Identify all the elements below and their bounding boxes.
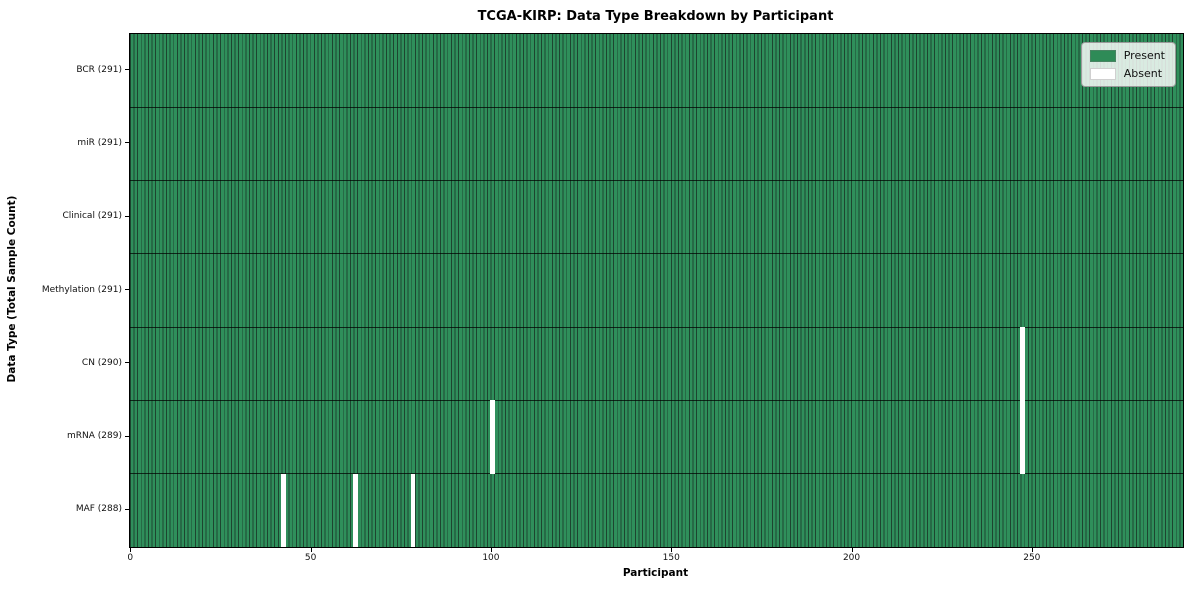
plot-area: Present Absent [129, 33, 1184, 548]
row-divider [130, 399, 1183, 401]
xtick-label-0: 0 [127, 553, 134, 563]
absent-cell-MAF-62 [353, 473, 358, 547]
xtick-label-50: 50 [304, 553, 317, 563]
xtick-mark [1031, 547, 1033, 552]
xtick-mark [130, 547, 132, 552]
ytick-label-MAF: MAF (288) [75, 504, 122, 515]
row-divider [130, 253, 1183, 255]
heatmap-cells [130, 34, 1183, 547]
xtick-label-150: 150 [662, 553, 680, 563]
xtick-mark [490, 547, 492, 552]
row-divider [130, 106, 1183, 108]
xtick-mark [671, 547, 673, 552]
xtick-label-100: 100 [482, 553, 500, 563]
legend-item-present: Present [1089, 49, 1165, 62]
present-swatch-icon [1089, 49, 1116, 62]
absent-cell-CN-247 [1020, 327, 1025, 401]
absent-cell-mRNA-247 [1020, 400, 1025, 474]
ytick-mark [124, 435, 129, 437]
absent-cell-mRNA-100 [490, 400, 495, 474]
absent-swatch-icon [1089, 67, 1116, 80]
legend-item-absent: Absent [1089, 67, 1165, 80]
xtick-mark [851, 547, 853, 552]
row-divider [130, 326, 1183, 328]
legend-label-present: Present [1123, 49, 1165, 62]
ytick-label-BCR: BCR (291) [76, 64, 122, 75]
ytick-mark [124, 215, 129, 217]
ytick-mark [124, 69, 129, 71]
ytick-mark [124, 508, 129, 510]
legend: Present Absent [1080, 42, 1176, 87]
absent-cell-MAF-78 [410, 473, 416, 547]
chart-title: TCGA-KIRP: Data Type Breakdown by Partic… [477, 9, 834, 24]
ytick-label-CN: CN (290) [81, 357, 122, 368]
row-divider [130, 180, 1183, 182]
row-divider [130, 473, 1183, 475]
absent-cell-MAF-42 [280, 473, 286, 547]
ytick-mark [124, 289, 129, 290]
ytick-mark [124, 142, 129, 144]
x-axis-label: Participant [622, 567, 689, 579]
ytick-label-miR: miR (291) [77, 137, 122, 148]
ytick-label-Clinical: Clinical (291) [62, 211, 122, 222]
xtick-mark [310, 547, 312, 552]
xtick-label-200: 200 [842, 553, 861, 563]
ytick-label-Methylation: Methylation (291) [41, 284, 122, 295]
xtick-label-250: 250 [1023, 553, 1041, 563]
ytick-mark [124, 362, 129, 364]
legend-label-absent: Absent [1123, 67, 1163, 80]
ytick-label-mRNA: mRNA (289) [67, 431, 122, 442]
